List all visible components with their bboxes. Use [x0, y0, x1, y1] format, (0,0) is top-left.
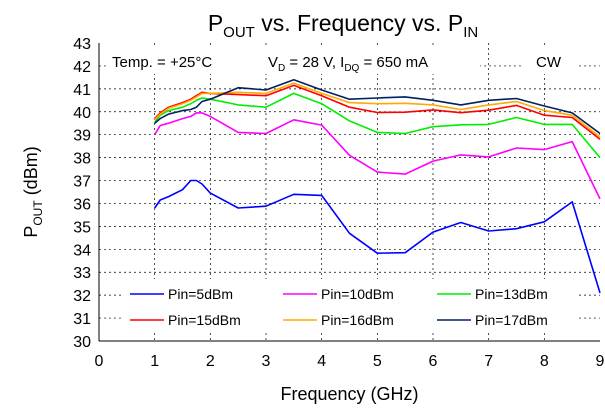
- bias-annotation-box: [264, 48, 480, 74]
- x-tick-label: 6: [429, 353, 438, 370]
- y-tick-label: 40: [73, 105, 91, 122]
- x-tick-label: 1: [150, 353, 159, 370]
- legend-box: [124, 279, 576, 331]
- y-tick-label: 35: [73, 219, 91, 236]
- legend-label: Pin=10dBm: [321, 286, 394, 302]
- legend-label: Pin=17dBm: [475, 312, 548, 328]
- series-line-1: [154, 112, 601, 200]
- series-line-0: [154, 179, 601, 294]
- x-tick-label: 8: [540, 353, 549, 370]
- y-axis-label: POUT (dBm): [21, 146, 45, 237]
- x-tick-label: 9: [596, 353, 605, 370]
- mode-annotation-box: [521, 48, 577, 74]
- series-line-4: [154, 82, 601, 138]
- legend-label: Pin=5dBm: [168, 286, 233, 302]
- series-line-2: [154, 92, 601, 159]
- x-axis-label: Frequency (GHz): [280, 384, 418, 404]
- x-tick-label: 0: [95, 353, 104, 370]
- legend-label: Pin=13dBm: [475, 286, 548, 302]
- series-line-5: [154, 78, 601, 135]
- y-tick-label: 33: [73, 265, 91, 282]
- x-tick-label: 4: [317, 353, 326, 370]
- y-tick-label: 32: [73, 288, 91, 305]
- bias-annotation: VD = 28 V, IDQ = 650 mA: [268, 54, 428, 74]
- y-tick-label: 36: [73, 196, 91, 213]
- legend-label: Pin=15dBm: [168, 312, 241, 328]
- y-tick-label: 37: [73, 174, 91, 191]
- mode-annotation: CW: [536, 54, 562, 71]
- x-tick-label: 7: [484, 353, 493, 370]
- temp-annotation: Temp. = +25°C: [112, 54, 212, 71]
- y-tick-label: 39: [73, 128, 91, 145]
- x-tick-label: 2: [206, 353, 215, 370]
- y-tick-label: 34: [73, 242, 91, 259]
- y-tick-label: 43: [73, 36, 91, 53]
- chart-title: POUT vs. Frequency vs. PIN: [208, 10, 478, 41]
- y-tick-label: 41: [73, 82, 91, 99]
- x-tick-label: 5: [373, 353, 382, 370]
- y-tick-label: 42: [73, 59, 91, 76]
- series-line-3: [154, 84, 601, 140]
- x-tick-label: 3: [262, 353, 271, 370]
- y-tick-label: 38: [73, 151, 91, 168]
- legend-label: Pin=16dBm: [321, 312, 394, 328]
- y-tick-label: 31: [73, 311, 91, 328]
- y-tick-label: 30: [73, 334, 91, 351]
- temp-annotation-box: [106, 48, 264, 74]
